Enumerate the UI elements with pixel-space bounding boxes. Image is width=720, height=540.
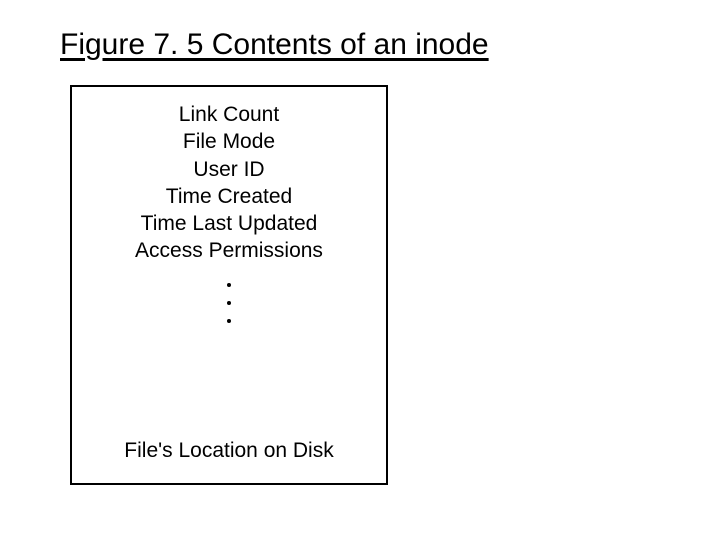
inode-field-file-mode: File Mode <box>183 128 275 155</box>
inode-field-access-permissions: Access Permissions <box>135 237 323 264</box>
dot-icon <box>227 283 231 287</box>
inode-field-link-count: Link Count <box>179 101 279 128</box>
inode-field-user-id: User ID <box>193 156 264 183</box>
dot-icon <box>227 319 231 323</box>
inode-box: Link Count File Mode User ID Time Create… <box>70 85 388 485</box>
dot-icon <box>227 301 231 305</box>
inode-field-time-last-updated: Time Last Updated <box>141 210 318 237</box>
inode-field-file-location: File's Location on Disk <box>72 439 386 463</box>
ellipsis-dots <box>227 283 231 323</box>
inode-field-time-created: Time Created <box>166 183 292 210</box>
figure-title: Figure 7. 5 Contents of an inode <box>60 28 489 62</box>
